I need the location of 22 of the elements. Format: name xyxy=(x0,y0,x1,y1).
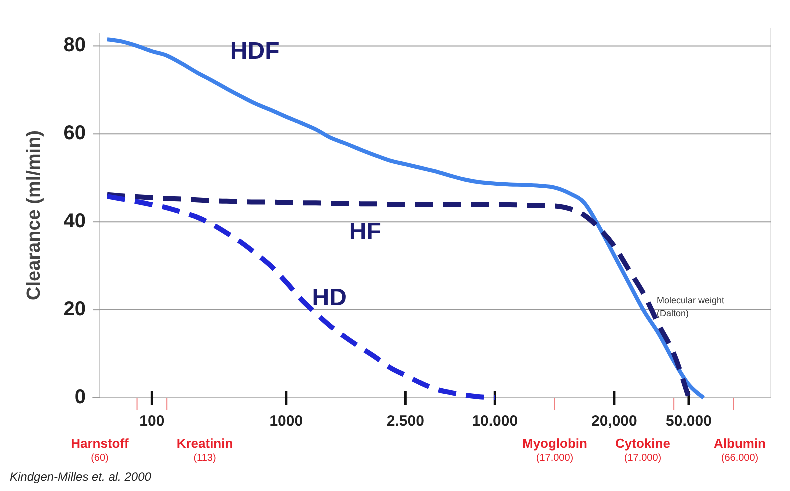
text: Myoglobin (17.000) xyxy=(522,436,588,464)
x-tick-label: 1000 xyxy=(270,413,304,430)
x-tick-label: 100 xyxy=(140,413,165,430)
text: Kindgen-Milles et. al. 2000 xyxy=(10,470,152,484)
y-tick-label: 40 xyxy=(64,210,86,232)
y-axis-title: Clearance (ml/min) xyxy=(24,130,45,300)
text: Kreatinin (113) xyxy=(176,436,234,464)
x-tick-label: 2.500 xyxy=(386,413,424,430)
text: Harnstoff (60) xyxy=(71,436,130,464)
annotation: Molecular weight (Dalton) xyxy=(657,295,726,318)
y-tick-label: 60 xyxy=(64,122,86,144)
x-tick-label: 10.000 xyxy=(472,413,518,430)
text: Albumin (66.000) xyxy=(714,436,766,464)
series-label: HD xyxy=(312,284,347,312)
x-tick-label: 50.000 xyxy=(666,413,712,430)
text: Cytokine (17.000) xyxy=(616,436,670,464)
x-tick-label: 20,000 xyxy=(591,413,638,430)
y-tick-label: 80 xyxy=(64,34,86,56)
y-tick-label: 0 xyxy=(74,386,86,408)
series-label: HF xyxy=(349,218,382,246)
series-label: HDF xyxy=(230,38,280,66)
y-tick-label: 20 xyxy=(64,298,86,320)
